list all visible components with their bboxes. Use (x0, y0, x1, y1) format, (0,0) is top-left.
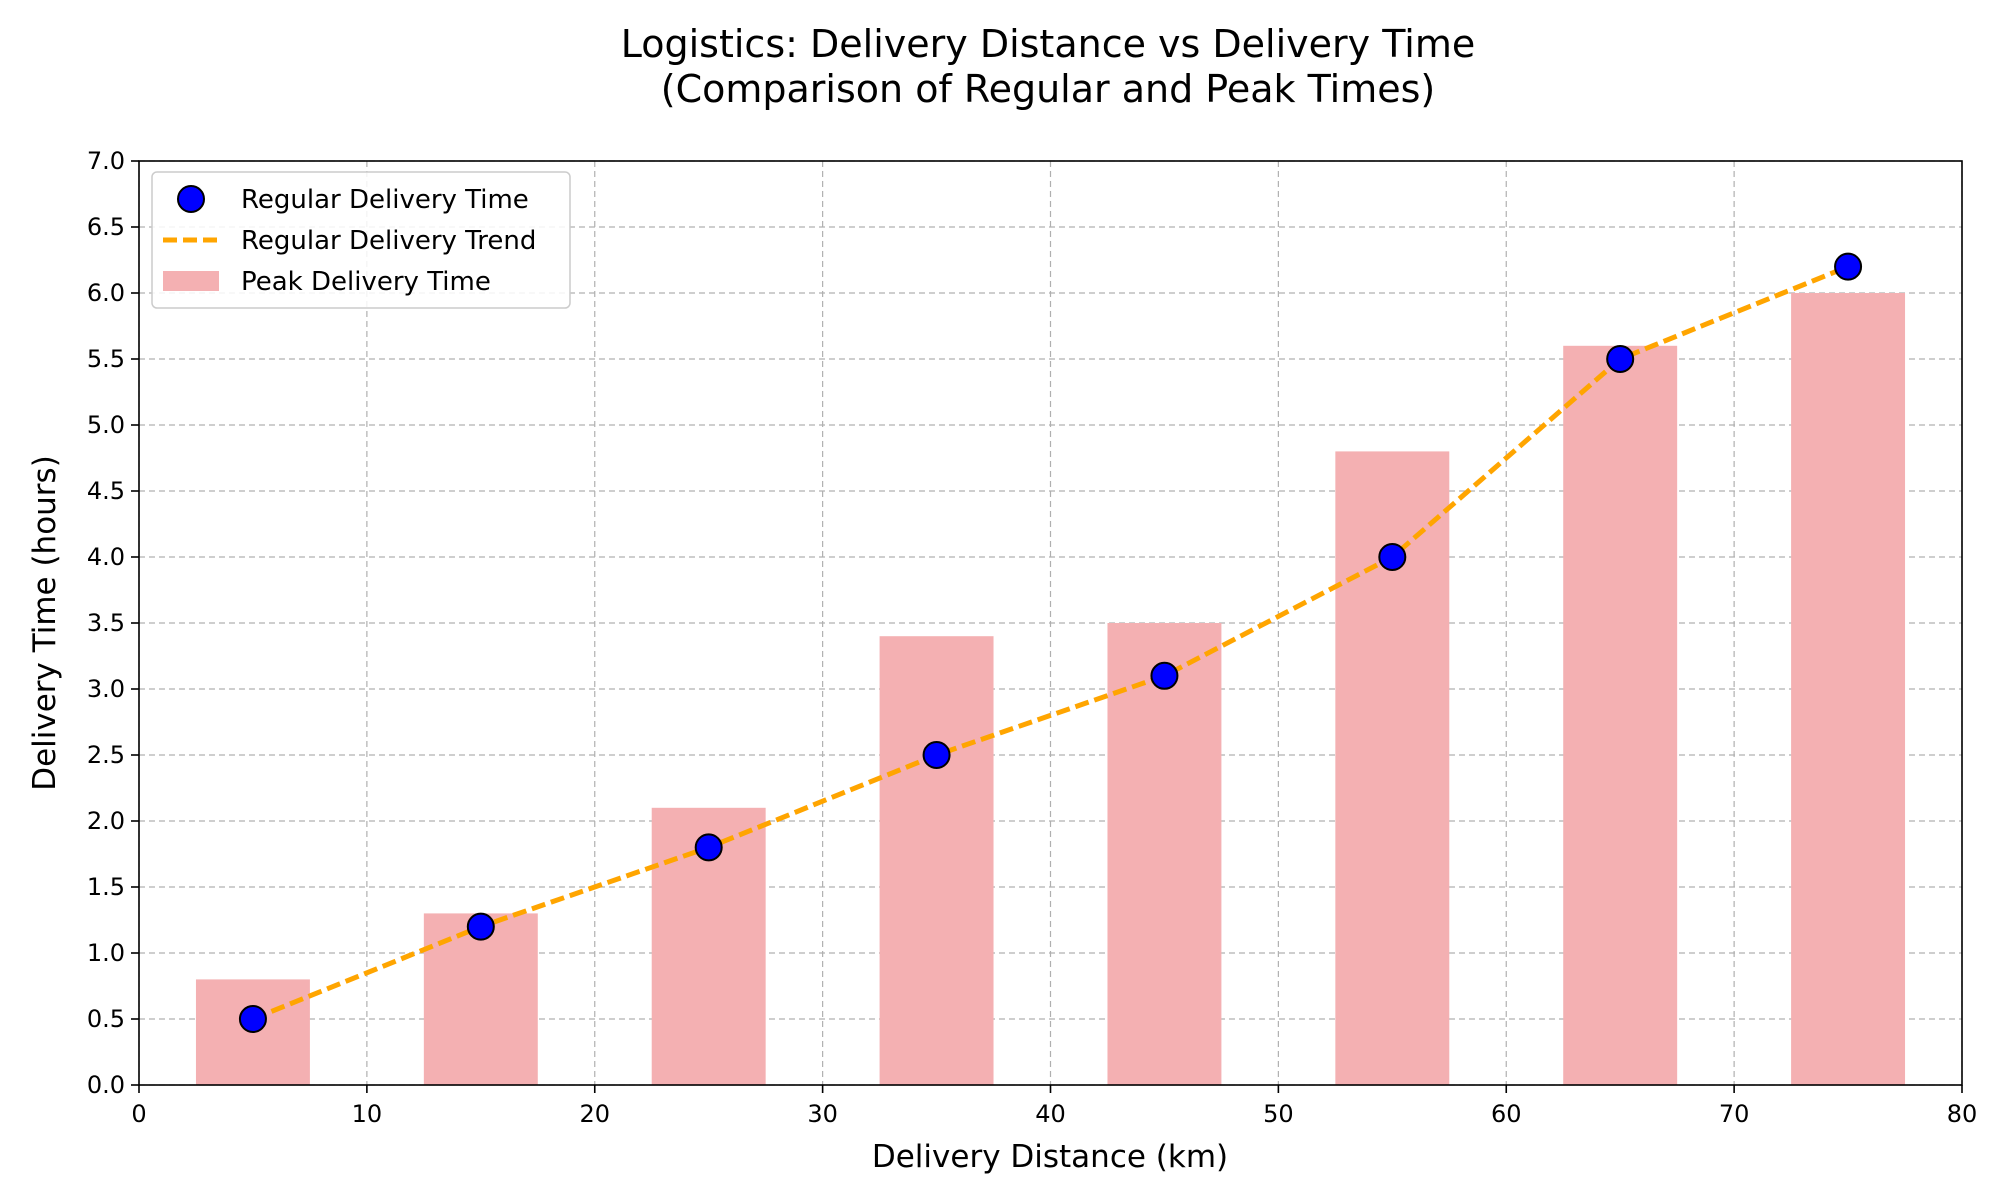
y-tick-label: 2.5 (87, 741, 125, 769)
axis-ticks: 0 10 20 30 40 50 60 70 80 0.0 0.5 1.0 1.5 2.0 2.5 3.0 3.… (87, 147, 1977, 1128)
chart-title: Logistics: Delivery Distance vs Delivery… (621, 22, 1475, 66)
legend-label-regular-time: Regular Delivery Time (241, 185, 529, 215)
y-tick-label: 3.0 (87, 675, 125, 703)
peak-delivery-bar (1563, 345, 1678, 1085)
trend-series (251, 264, 1850, 1022)
y-axis-label: Delivery Time (hours) (27, 455, 63, 791)
chart-subtitle: (Comparison of Regular and Peak Times) (661, 67, 1435, 111)
legend: Regular Delivery Time Regular Delivery T… (151, 171, 571, 309)
grid (138, 160, 1963, 1086)
regular-delivery-point (1378, 543, 1407, 571)
legend-label-peak-time: Peak Delivery Time (241, 267, 491, 297)
x-tick-label: 60 (1491, 1100, 1522, 1128)
y-tick-label: 1.0 (87, 939, 125, 967)
regular-delivery-point (466, 912, 495, 941)
regular-delivery-trend-line (251, 264, 1850, 1022)
x-tick-label: 70 (1719, 1100, 1750, 1128)
y-tick-label: 0.5 (87, 1005, 125, 1033)
y-tick-label: 6.0 (87, 279, 125, 307)
x-tick-label: 50 (1263, 1100, 1294, 1128)
regular-delivery-point (1150, 661, 1179, 690)
y-tick-label: 1.5 (87, 873, 125, 901)
y-tick-label: 4.5 (87, 477, 125, 505)
regular-delivery-point (1834, 252, 1863, 281)
bar-series (195, 293, 1906, 1085)
x-tick-label: 10 (352, 1100, 383, 1128)
peak-delivery-bar (879, 636, 994, 1085)
peak-delivery-bar (1791, 293, 1906, 1085)
y-tick-label: 5.0 (87, 411, 125, 439)
y-tick-label: 7.0 (87, 147, 125, 175)
x-tick-label: 20 (579, 1100, 610, 1128)
y-tick-label: 5.5 (87, 345, 125, 373)
x-tick-label: 40 (1035, 1100, 1066, 1128)
y-tick-label: 2.0 (87, 807, 125, 835)
legend-frame (151, 171, 571, 309)
x-axis-label: Delivery Distance (km) (872, 1139, 1228, 1175)
y-tick-label: 6.5 (87, 213, 125, 241)
regular-delivery-point (694, 833, 723, 862)
x-tick-label: 30 (807, 1100, 838, 1128)
y-tick-label: 0.0 (87, 1071, 125, 1099)
x-tick-label: 80 (1947, 1100, 1978, 1128)
legend-marker-regular-time (177, 185, 205, 213)
peak-delivery-bar (1107, 623, 1222, 1085)
legend-label-regular-trend: Regular Delivery Trend (241, 226, 536, 256)
x-tick-label: 0 (131, 1100, 146, 1128)
y-tick-label: 3.5 (87, 609, 125, 637)
scatter-series (238, 252, 1863, 1033)
regular-delivery-point (238, 1005, 267, 1033)
regular-delivery-point (1606, 345, 1635, 373)
legend-marker-peak-time (163, 271, 219, 291)
y-tick-label: 4.0 (87, 543, 125, 571)
regular-delivery-point (922, 741, 951, 769)
